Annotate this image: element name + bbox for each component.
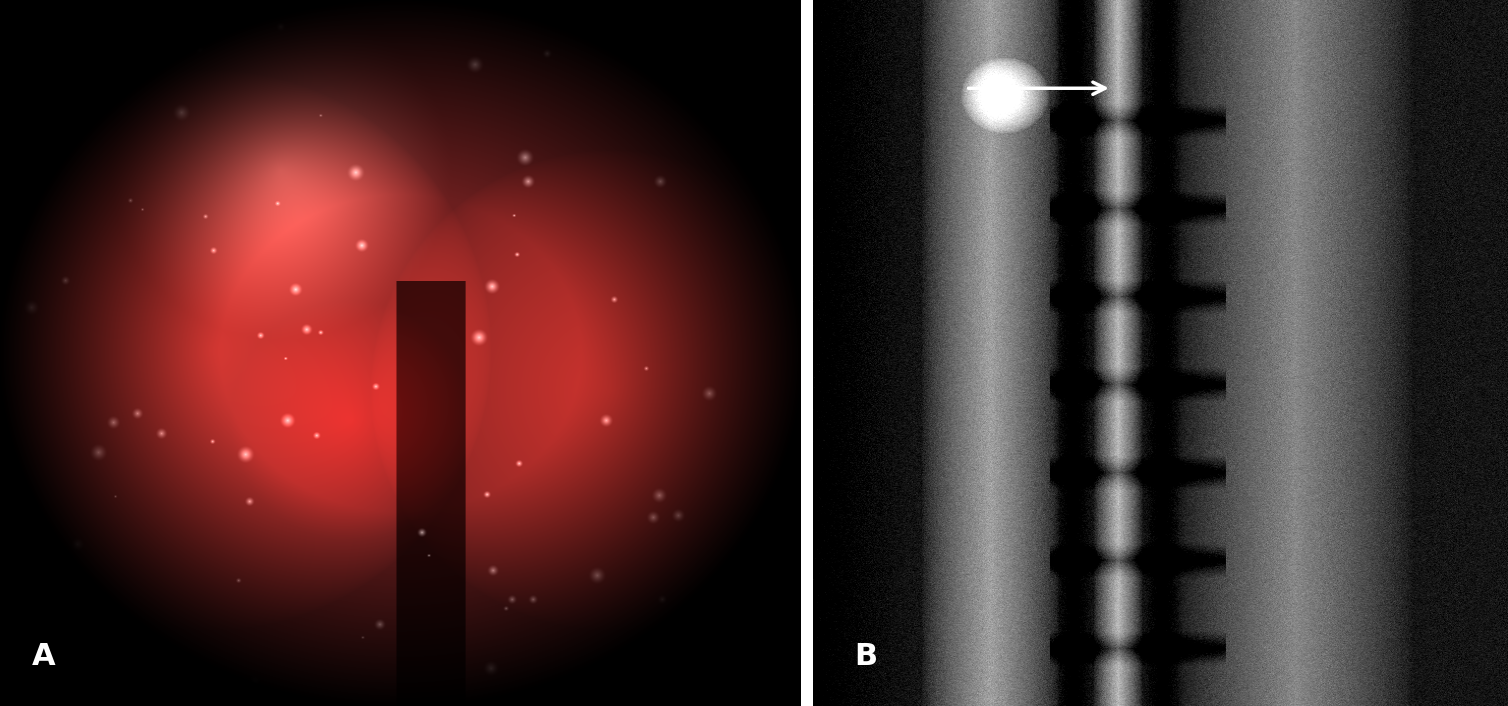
- Text: A: A: [32, 642, 56, 671]
- Text: B: B: [855, 642, 878, 671]
